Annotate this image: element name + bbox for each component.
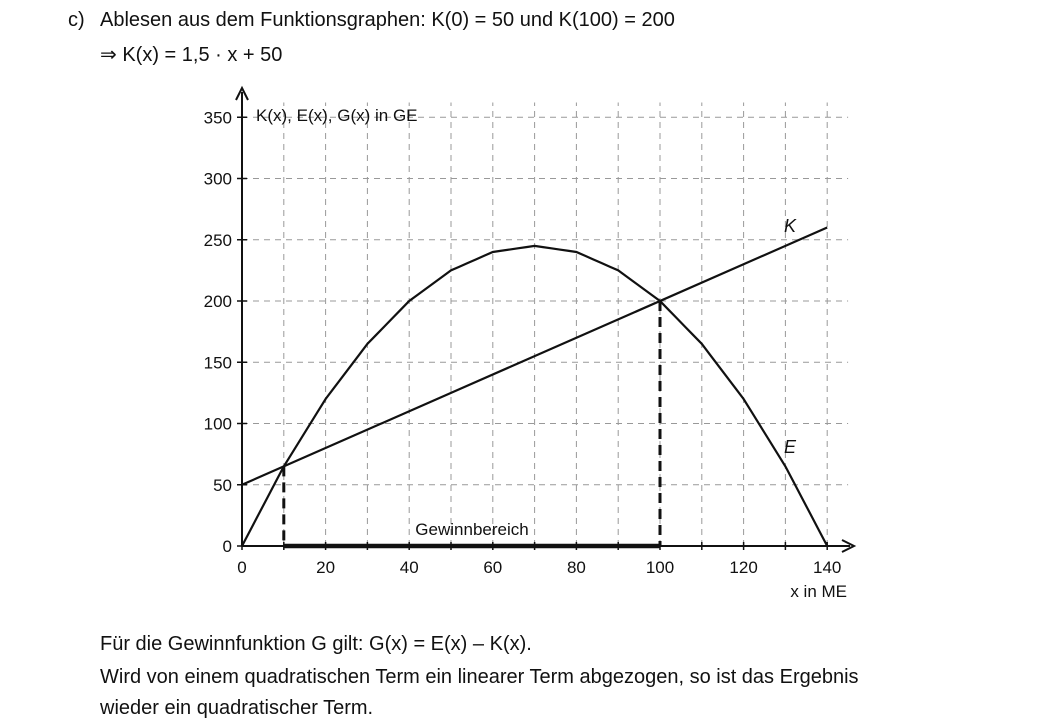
y-tick-label: 50 [213, 476, 232, 495]
function-graph: 0 20 40 60 80 100 120 140050100150200250300350 … [204, 85, 857, 601]
profit-region-label: Gewinnbereich [415, 520, 528, 539]
x-tick-label: 80 [567, 558, 586, 577]
y-tick-label: 200 [204, 292, 232, 311]
y-tick-label: 350 [204, 108, 232, 127]
y-tick-label: 250 [204, 231, 232, 250]
series [241, 226, 829, 549]
x-tick-label: 0 [237, 558, 246, 577]
x-tick-label: 20 [316, 558, 335, 577]
y-axis-arrow [235, 85, 249, 101]
x-tick-label: 60 [483, 558, 502, 577]
series-e-curve [241, 244, 829, 547]
y-tick-label: 300 [204, 170, 232, 189]
grid [242, 102, 849, 546]
y-axis-label: K(x), E(x), G(x) in GE [256, 106, 418, 125]
task-label: c) [68, 9, 85, 31]
axes [235, 85, 857, 553]
x-axis-arrow [841, 539, 857, 553]
x-tick-label: 100 [646, 558, 674, 577]
x-tick-label: 120 [729, 558, 757, 577]
explanation-line-3: wieder ein quadratischer Term. [100, 697, 374, 719]
series-label-k: K [784, 216, 797, 236]
series-label-e: E [784, 437, 797, 457]
series-k-line [241, 226, 828, 486]
x-axis-label: x in ME [790, 582, 847, 601]
y-tick-label: 0 [223, 537, 232, 556]
x-tick-label: 40 [400, 558, 419, 577]
task-result-line: ⇒ K(x) = 1,5 · x + 50 [100, 44, 283, 66]
task-reading-line: Ablesen aus dem Funktionsgraphen: K(0) =… [100, 9, 675, 31]
explanation-line-1: Für die Gewinnfunktion G gilt: G(x) = E(… [100, 633, 532, 655]
y-tick-label: 150 [204, 353, 232, 372]
y-tick-label: 100 [204, 415, 232, 434]
tick-labels: 0 20 40 60 80 100 120 140 0 50 100 150 200 250 300 350 [204, 108, 842, 577]
x-tick-label: 140 [813, 558, 841, 577]
explanation-line-2: Wird von einem quadratischen Term ein li… [100, 666, 859, 688]
